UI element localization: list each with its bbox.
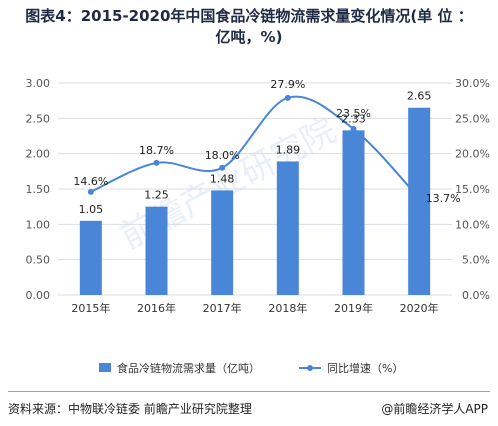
chart-title-line2: 亿吨，%) xyxy=(215,28,283,46)
growth-value-label: 27.9% xyxy=(270,78,305,91)
credit-note: @前瞻经济学人APP xyxy=(381,402,488,416)
growth-point xyxy=(153,159,160,166)
y-right-tick-label: 5.0% xyxy=(462,254,490,267)
legend-line-marker xyxy=(307,365,313,371)
bar xyxy=(276,161,299,295)
x-tick-label: 2015年 xyxy=(71,301,110,315)
growth-point xyxy=(219,164,226,171)
x-tick-label: 2017年 xyxy=(203,301,242,315)
growth-value-label: 13.7% xyxy=(426,192,461,205)
source-note: 资料来源：中物联冷链委 前瞻产业研究院整理 xyxy=(8,402,252,416)
bar xyxy=(79,220,102,295)
bar xyxy=(342,130,365,295)
legend-line-label: 同比增速（%） xyxy=(327,361,403,375)
growth-point xyxy=(350,125,357,132)
bar-value-label: 1.25 xyxy=(144,189,169,202)
legend-bar-swatch xyxy=(99,363,111,372)
x-tick-label: 2020年 xyxy=(400,301,439,315)
bar-value-label: 1.48 xyxy=(210,172,235,185)
y-right-tick-label: 10.0% xyxy=(455,218,490,231)
footer-divider xyxy=(8,391,490,392)
x-tick-label: 2016年 xyxy=(137,301,176,315)
bar xyxy=(211,190,234,295)
growth-point xyxy=(416,195,423,202)
growth-point xyxy=(87,188,94,195)
y-left-tick-label: 2.00 xyxy=(26,148,51,161)
y-left-tick-label: 1.00 xyxy=(26,218,51,231)
y-left-tick-label: 0.50 xyxy=(26,254,51,267)
chart-title-line1: 图表4：2015-2020年中国食品冷链物流需求量变化情况(单 位 ： xyxy=(25,7,473,25)
y-right-tick-label: 20.0% xyxy=(455,148,490,161)
bar-value-label: 2.65 xyxy=(407,90,432,103)
growth-value-label: 18.0% xyxy=(205,149,240,162)
y-left-tick-label: 3.00 xyxy=(26,77,51,90)
y-right-tick-label: 25.0% xyxy=(455,112,490,125)
bar-value-label: 1.05 xyxy=(79,203,104,216)
bar-value-label: 1.89 xyxy=(276,143,301,156)
x-tick-label: 2019年 xyxy=(334,301,373,315)
x-tick-label: 2018年 xyxy=(268,301,307,315)
chart-title: 图表4：2015-2020年中国食品冷链物流需求量变化情况(单 位 ： 亿吨，%… xyxy=(0,6,498,48)
y-right-tick-label: 0.0% xyxy=(462,289,490,302)
legend-bar-label: 食品冷链物流需求量（亿吨） xyxy=(117,361,260,375)
y-right-tick-label: 15.0% xyxy=(455,183,490,196)
bar-value-label: 2.33 xyxy=(341,112,366,125)
bar xyxy=(145,206,168,295)
growth-value-label: 14.6% xyxy=(73,175,108,188)
y-left-tick-label: 0.00 xyxy=(26,289,51,302)
y-left-tick-label: 1.50 xyxy=(26,183,51,196)
bar xyxy=(408,107,431,295)
growth-value-label: 18.7% xyxy=(139,144,174,157)
growth-value-label: 23.5% xyxy=(336,107,371,120)
growth-point xyxy=(284,94,291,101)
y-right-tick-label: 30.0% xyxy=(455,77,490,90)
y-left-tick-label: 2.50 xyxy=(26,112,51,125)
